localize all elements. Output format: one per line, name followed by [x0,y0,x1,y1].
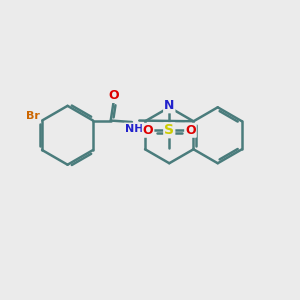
Text: O: O [108,89,119,102]
Text: NH: NH [125,124,143,134]
Text: O: O [185,124,196,137]
Text: Br: Br [26,111,40,121]
Text: O: O [143,124,153,137]
Text: N: N [164,99,175,112]
Text: S: S [164,123,174,137]
